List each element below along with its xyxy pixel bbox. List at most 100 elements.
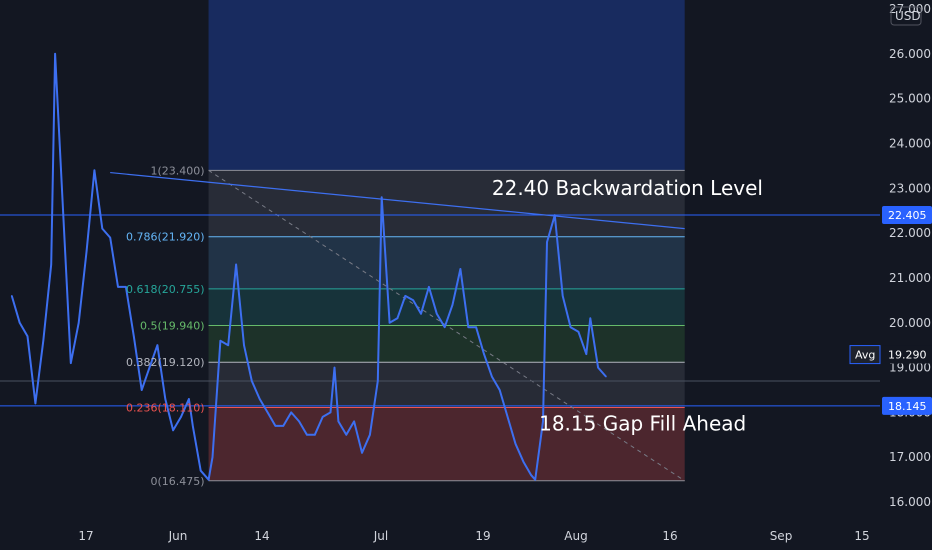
annotation: 22.40 Backwardation Level: [492, 176, 763, 200]
axes[interactable]: 17Jun14Jul19Aug16Sep1516.00017.00018.000…: [78, 2, 932, 543]
y-tick-label: 19.000: [889, 361, 931, 375]
data-point: [306, 434, 308, 436]
data-point: [85, 250, 88, 252]
fib-level-label: 0.5(19.940): [140, 319, 205, 332]
data-point: [54, 52, 56, 55]
overlay-labels: 1(23.400) 0.786(21.920) 0.618(20.755) 0.5(1…: [126, 164, 763, 487]
x-tick-label: 17: [78, 529, 93, 543]
data-point: [164, 398, 167, 400]
data-point: [18, 321, 21, 324]
data-point: [140, 389, 143, 391]
series: [10, 52, 607, 481]
series-line: [10, 52, 607, 481]
data-point: [396, 317, 399, 320]
data-point: [546, 241, 548, 243]
avg-tag-label: Avg: [855, 349, 875, 362]
data-point: [258, 398, 261, 400]
data-point: [353, 420, 355, 423]
data-point: [380, 196, 383, 199]
data-point: [251, 380, 253, 382]
data-point: [148, 366, 151, 369]
price-tag: 22.405: [888, 209, 927, 222]
fib-level-label: 0.236(18.110): [126, 401, 205, 414]
avg-tag-bg: [849, 345, 881, 365]
x-tick-label: 19: [475, 529, 490, 543]
data-point: [93, 169, 96, 172]
x-tick-label: Sep: [770, 529, 793, 543]
data-point: [514, 442, 517, 445]
data-point: [192, 425, 194, 427]
fib-zone-1: [208, 236, 685, 289]
x-tick-label: 16: [662, 529, 677, 543]
data-point: [498, 389, 501, 391]
avg-tag-value-bg: [882, 345, 932, 364]
x-tick-label: 14: [254, 529, 269, 543]
y-tick-label: 23.000: [889, 181, 931, 195]
data-point: [11, 295, 13, 297]
fib-zone-3: [208, 325, 685, 363]
data-point: [428, 286, 430, 288]
data-point: [459, 268, 462, 270]
data-point: [597, 366, 599, 369]
data-point: [132, 335, 135, 338]
overlay-lines: [0, 169, 880, 482]
data-point: [219, 339, 222, 342]
fib-zone-4: [208, 362, 685, 408]
trendline: [110, 171, 685, 230]
y-tick-label: 17.000: [889, 450, 931, 464]
data-point: [534, 478, 536, 481]
data-point: [451, 304, 454, 306]
data-point: [333, 366, 336, 369]
y-tick-label: 25.000: [889, 92, 931, 106]
data-point: [361, 451, 363, 454]
fib-level-label: 1(23.400): [150, 164, 204, 177]
data-point: [266, 411, 269, 414]
fib-level-label: 0.618(20.755): [126, 283, 205, 296]
fib-zones: [208, 0, 685, 481]
data-point: [345, 434, 348, 436]
data-point: [475, 326, 477, 329]
fib-zone-top: [208, 0, 685, 171]
data-point: [388, 321, 391, 324]
data-point: [412, 299, 414, 302]
fib-level-label: 0.786(21.920): [126, 231, 205, 244]
data-point: [589, 317, 592, 320]
fib-level-label: 0(16.475): [150, 475, 204, 488]
data-point: [561, 295, 564, 297]
y-tick-label: 24.000: [889, 136, 931, 150]
data-point: [172, 429, 174, 432]
data-point: [235, 263, 237, 266]
data-point: [329, 411, 332, 414]
fib-level-label: 0.382(19.120): [126, 356, 205, 369]
data-point: [109, 236, 111, 239]
data-point: [483, 353, 485, 355]
data-point: [188, 398, 190, 400]
data-point: [443, 326, 446, 329]
data-point: [376, 380, 379, 382]
data-point: [199, 469, 202, 472]
currency-label: USD: [895, 9, 921, 23]
data-point: [542, 420, 544, 423]
price-tag-bg: [882, 396, 932, 415]
data-point: [77, 321, 80, 324]
x-tick-label: Aug: [564, 529, 587, 543]
data-point: [420, 312, 422, 315]
y-tick-label: 22.000: [889, 226, 931, 240]
data-point: [243, 344, 245, 346]
data-point: [180, 416, 182, 418]
annotation: 18.15 Gap Fill Ahead: [539, 411, 746, 435]
data-point: [569, 326, 572, 329]
data-point: [274, 425, 277, 427]
y-tick-label: 21.000: [889, 271, 931, 285]
x-tick-label: Jul: [373, 529, 388, 543]
data-point: [211, 456, 214, 459]
data-point: [50, 263, 52, 266]
y-tick-label: 20.000: [889, 316, 931, 330]
data-point: [290, 411, 292, 414]
currency-box: [890, 6, 922, 26]
data-point: [70, 362, 72, 364]
data-point: [321, 416, 324, 418]
data-point: [337, 420, 340, 423]
data-point: [522, 460, 525, 463]
